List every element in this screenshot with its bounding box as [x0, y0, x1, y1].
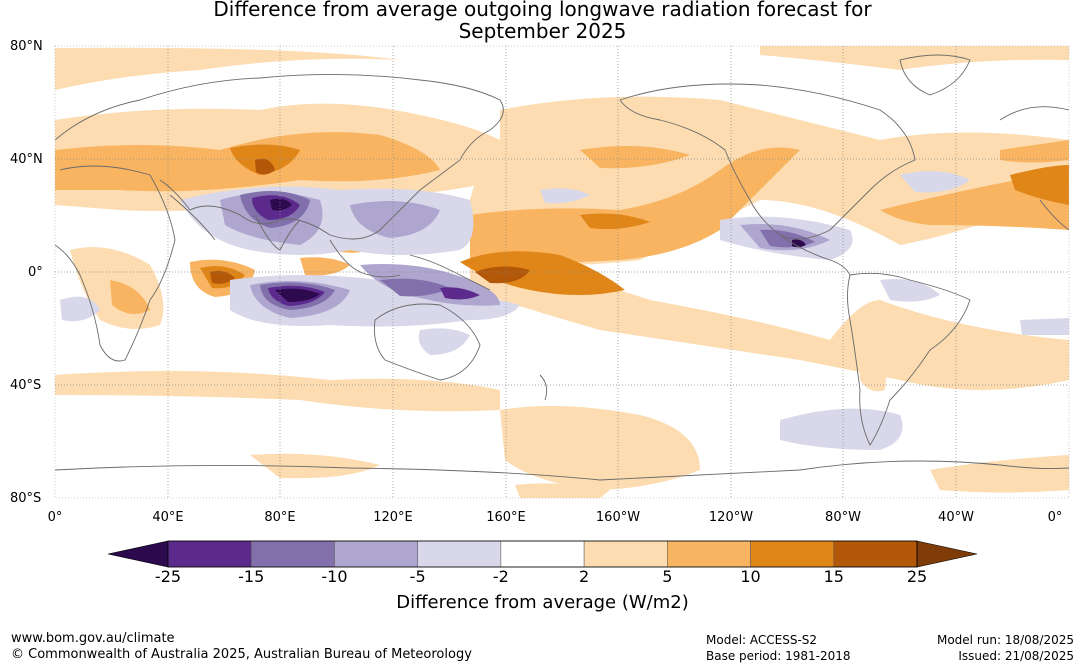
- colorbar-segment: [750, 540, 835, 568]
- colorbar-outline: [167, 540, 918, 568]
- lon-label-120w: 120°W: [708, 510, 754, 525]
- lon-label-0-right: 0°: [1047, 510, 1063, 525]
- colorbar-tick-label: 25: [906, 567, 928, 586]
- lon-label-120e: 120°E: [373, 510, 413, 525]
- colorbar-extend-low: [107, 540, 169, 568]
- colorbar-tick-label: 15: [823, 567, 844, 586]
- lon-label-160w: 160°W: [595, 510, 641, 525]
- lon-label-40w: 40°W: [938, 510, 974, 525]
- anomaly-15-to-25-regions: [210, 158, 530, 284]
- colorbar-tick-label: -5: [409, 567, 426, 586]
- colorbar-tick-label: -2: [492, 567, 509, 586]
- lon-label-80w: 80°W: [825, 510, 861, 525]
- footer-base-period: Base period: 1981-2018: [706, 649, 851, 663]
- colorbar-extend-high: [916, 540, 978, 568]
- lat-label-40s: 40°S: [10, 378, 42, 393]
- footer-issued: Issued: 21/08/2025: [958, 649, 1074, 663]
- colorbar-segment: [667, 540, 751, 568]
- colorbar-segment: [833, 540, 918, 568]
- lon-label-80e: 80°E: [264, 510, 296, 525]
- graticule: [55, 46, 1069, 498]
- lat-label-80n: 80°N: [10, 39, 43, 54]
- colorbar-tick-label: 2: [579, 567, 590, 586]
- lat-label-0: 0°: [28, 265, 43, 280]
- colorbar-segment: [334, 540, 418, 568]
- lon-label-40e: 40°E: [152, 510, 184, 525]
- colorbar-segment: [500, 540, 585, 568]
- lat-label-40n: 40°N: [10, 152, 43, 167]
- colorbar-segment: [250, 540, 335, 568]
- footer-url: www.bom.gov.au/climate: [11, 631, 175, 646]
- colorbar-tick-label: 5: [662, 567, 673, 586]
- map-title-line-1: Difference from average outgoing longwav…: [213, 0, 872, 21]
- lat-label-80s: 80°S: [10, 491, 42, 506]
- colorbar-segment: [417, 540, 502, 568]
- colorbar-label: Difference from average (W/m2): [396, 592, 689, 613]
- colorbar-segment: [583, 540, 668, 568]
- footer-model-run: Model run: 18/08/2025: [936, 633, 1074, 647]
- footer-copyright: © Commonwealth of Australia 2025, Austra…: [11, 647, 472, 662]
- anomaly-10-to-15-regions: [200, 144, 1069, 295]
- footer-model: Model: ACCESS-S2: [706, 633, 818, 647]
- anomaly-below-minus-25-regions: [270, 198, 806, 302]
- map-title-line-2: September 2025: [458, 19, 627, 43]
- lon-label-160e: 160°E: [486, 510, 526, 525]
- colorbar-tick-label: -15: [238, 567, 265, 586]
- colorbar-tick-label: -25: [154, 567, 182, 586]
- coastlines: [55, 54, 1069, 481]
- lon-label-0-left: 0°: [47, 510, 63, 525]
- colorbar-tick-label: 10: [740, 567, 761, 586]
- colorbar-segment: [167, 540, 252, 568]
- colorbar-tick-label: -10: [321, 567, 348, 586]
